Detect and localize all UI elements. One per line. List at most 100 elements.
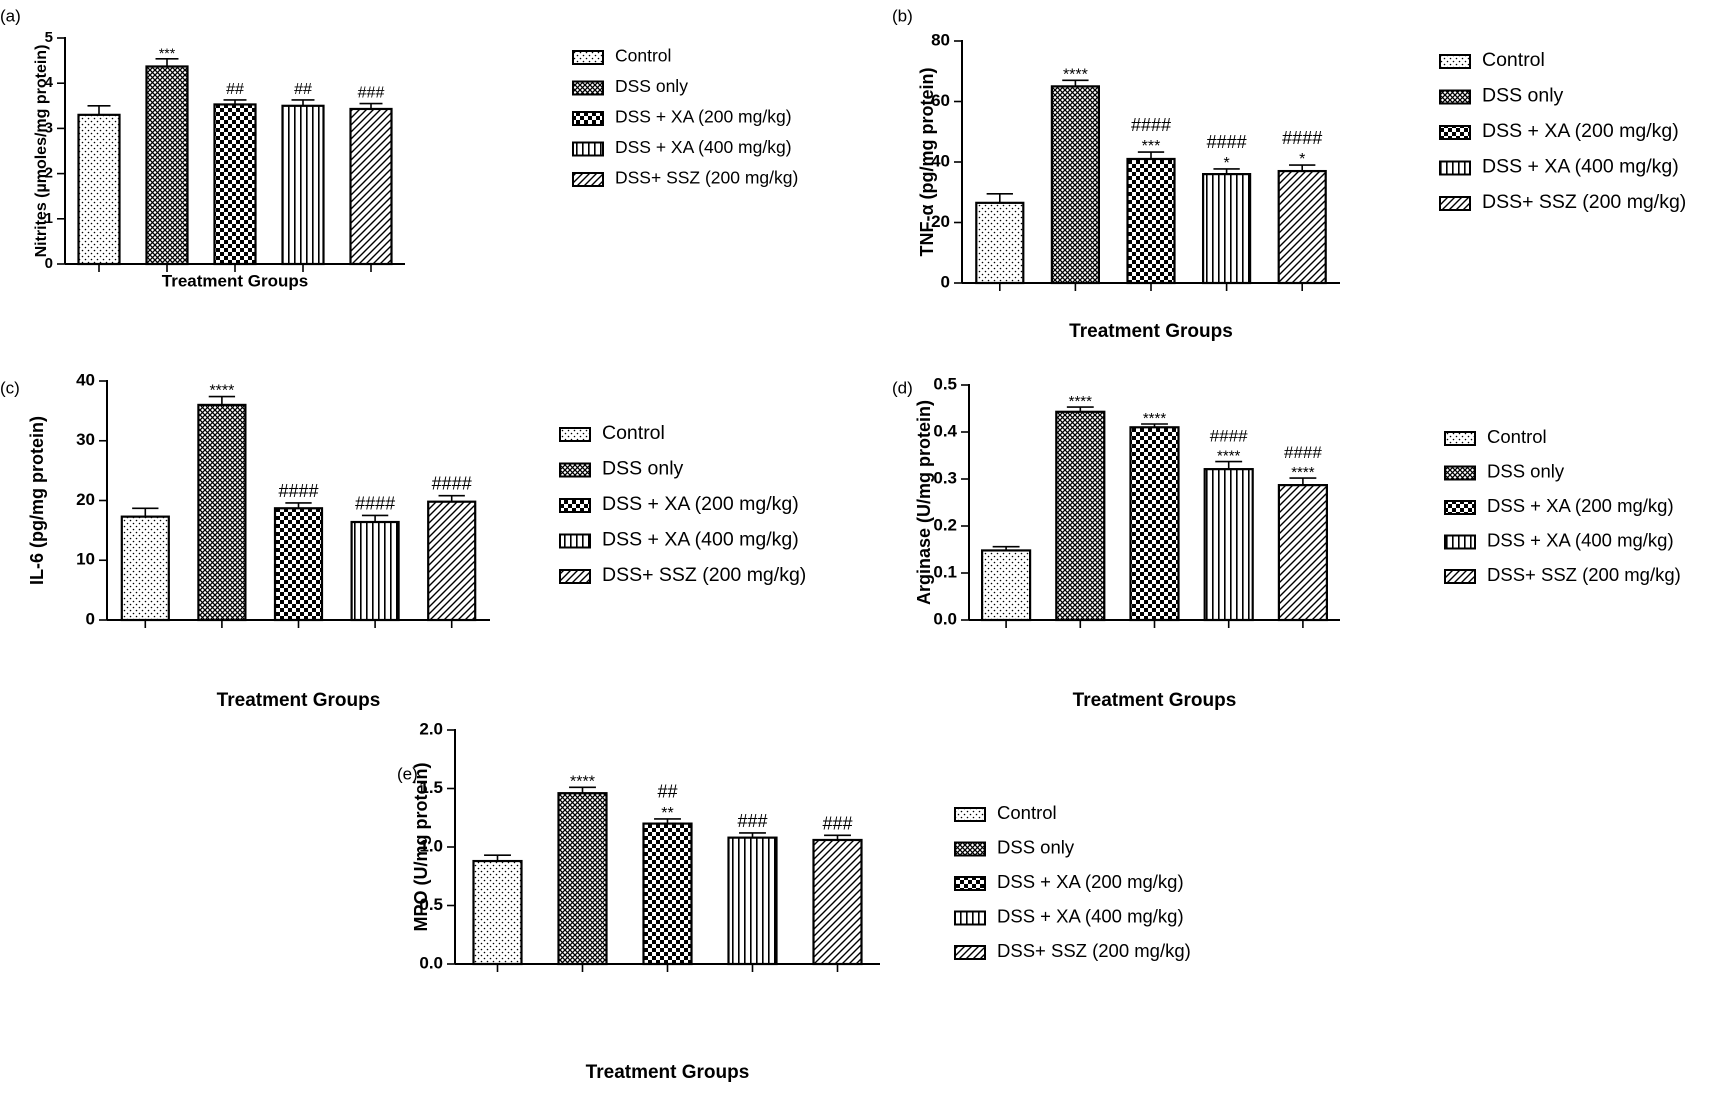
bar [197, 403, 247, 622]
legend-swatch [1444, 431, 1476, 446]
legend-label: Control [997, 802, 1057, 823]
legend-swatch [572, 80, 604, 96]
bar [1277, 169, 1327, 285]
legend-label: DSS + XA (200 mg/kg) [615, 107, 792, 127]
legend-label: Control [1482, 49, 1545, 71]
legend-label: DSS only [997, 836, 1075, 857]
legend: Control DSS only DSS + XA (200 mg/kg) DSS +… [559, 422, 806, 586]
panel-label: (c) [0, 378, 20, 397]
significance-label: ** [661, 805, 673, 822]
significance-label: **** [1217, 448, 1241, 465]
legend-swatch [954, 945, 986, 960]
bar [812, 838, 863, 966]
y-tick-label: 20 [931, 212, 950, 231]
legend-swatch [954, 910, 986, 926]
bar [1201, 173, 1252, 285]
bar [1203, 468, 1254, 622]
legend-label: DSS+ SSZ (200 mg/kg) [602, 564, 806, 586]
legend-swatch [1439, 160, 1471, 176]
bar [349, 107, 393, 266]
significance-label: *** [159, 45, 176, 61]
legend-label: DSS + XA (200 mg/kg) [602, 493, 799, 515]
bar [975, 201, 1025, 285]
legend: Control DSS only DSS + XA (200 mg/kg) DSS +… [1444, 426, 1681, 585]
legend-swatch [954, 876, 986, 891]
legend: Control DSS only DSS + XA (200 mg/kg) DSS +… [572, 46, 798, 188]
legend-swatch [1439, 54, 1471, 69]
significance-label: **** [1291, 464, 1315, 481]
legend-swatch [954, 841, 986, 857]
bar [273, 507, 324, 622]
y-axis-label: IL-6 (pg/mg protein) [27, 416, 47, 585]
y-tick-label: 2 [45, 165, 53, 182]
legend-swatch [1439, 125, 1471, 140]
y-tick-label: 0.2 [933, 515, 957, 534]
bar [557, 792, 608, 966]
legend-label: DSS+ SSZ (200 mg/kg) [615, 168, 798, 188]
legend-swatch [1444, 500, 1476, 515]
legend-swatch [572, 172, 604, 187]
significance-label: **** [1069, 393, 1093, 410]
significance-label: #### [432, 474, 472, 494]
y-tick-label: 40 [931, 151, 950, 170]
bar [145, 65, 189, 266]
y-tick-label: 0 [86, 609, 95, 628]
y-tick-label: 0 [45, 255, 53, 272]
legend-swatch [572, 111, 604, 126]
y-axis-label: TNF-α (pg/mg protein) [917, 67, 937, 256]
significance-label: ## [226, 81, 244, 98]
y-tick-label: 0.5 [419, 895, 443, 914]
legend-label: Control [1487, 426, 1547, 447]
panel-label: (a) [0, 6, 21, 25]
y-tick-label: 20 [76, 490, 95, 509]
y-tick-label: 1 [45, 210, 53, 227]
significance-label: **** [1143, 410, 1167, 427]
x-axis-label: Treatment Groups [217, 690, 381, 711]
y-tick-label: 0 [941, 272, 950, 291]
legend: Control DSS only DSS + XA (200 mg/kg) DSS +… [1439, 49, 1686, 213]
legend-label: DSS + XA (400 mg/kg) [602, 529, 799, 551]
legend-swatch [1439, 196, 1471, 211]
significance-label: #### [278, 481, 318, 501]
significance-label: ## [294, 81, 312, 98]
significance-label: #### [1284, 443, 1322, 462]
x-axis-label: Treatment Groups [162, 271, 308, 290]
y-tick-label: 30 [76, 430, 95, 449]
bar [77, 113, 121, 266]
y-axis-label: Nitrites (µmoles/mg protein) [33, 45, 50, 258]
legend-swatch [559, 427, 591, 442]
bar [213, 103, 257, 266]
legend-swatch [559, 569, 591, 584]
significance-label: **** [570, 773, 595, 790]
significance-label: #### [1207, 132, 1247, 152]
bar [427, 500, 477, 622]
legend-label: DSS + XA (400 mg/kg) [615, 137, 792, 157]
legend-label: DSS+ SSZ (200 mg/kg) [1487, 564, 1681, 585]
significance-label: * [1299, 151, 1305, 168]
y-tick-label: 60 [931, 91, 950, 110]
bar [980, 549, 1032, 622]
bar [1126, 157, 1176, 285]
significance-label: #### [355, 493, 395, 513]
bar [472, 859, 523, 966]
significance-label: #### [1131, 115, 1171, 135]
significance-label: #### [1210, 426, 1248, 445]
legend-swatch [559, 533, 591, 549]
panel-label: (e) [397, 764, 418, 783]
legend-label: DSS only [1482, 85, 1564, 107]
significance-label: #### [1282, 128, 1322, 148]
legend-label: DSS only [615, 76, 688, 96]
chart-panel-c: (c) **** #### #### #### 0 10 20 30 40 IL-6 (pg/mg … [0, 370, 806, 711]
significance-label: ## [657, 782, 677, 802]
x-axis-label: Treatment Groups [1073, 690, 1237, 711]
legend-label: DSS + XA (400 mg/kg) [1487, 529, 1674, 550]
significance-label: **** [1063, 66, 1088, 83]
legend-swatch [1444, 569, 1476, 584]
bar [350, 520, 400, 622]
bar [727, 836, 778, 966]
chart-panel-d: (d) **** **** **** #### **** #### 0.0 0.1 0.2 0.3 0… [892, 374, 1681, 711]
legend-swatch [572, 50, 604, 65]
